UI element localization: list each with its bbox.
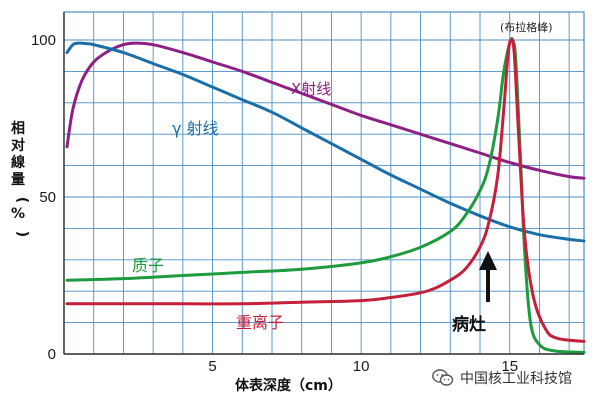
series-line [65, 41, 586, 180]
x-tick-label: 5 [208, 358, 216, 375]
annotation-label: X射线 [291, 80, 331, 98]
y-tick-label: 0 [48, 346, 56, 363]
x-tick-label: 15 [501, 358, 518, 375]
series-line [65, 36, 586, 354]
y-axis-title-char: ) [14, 231, 30, 237]
x-tick-label: 10 [353, 358, 370, 375]
series-line [65, 41, 586, 243]
y-axis-title-char: 对 [11, 137, 25, 154]
y-axis-title-char: 線 [11, 154, 25, 171]
y-axis-title-char: ( [14, 197, 30, 203]
y-axis-title-char: 相 [11, 120, 25, 137]
annotation-label: 病灶 [452, 314, 486, 335]
watermark: 中国核工业科技馆 [432, 368, 572, 388]
annotation-label: γ 射线 [172, 119, 219, 138]
annotation-label: 质子 [132, 256, 164, 275]
watermark-text: 中国核工业科技馆 [460, 371, 572, 387]
wechat-icon [432, 369, 454, 386]
axes [63, 12, 584, 355]
lesion-arrow-head [479, 251, 497, 270]
x-axis-title: 体表深度（cm） [235, 377, 342, 394]
annotation-label: 重离子 [236, 313, 284, 332]
series-lines [65, 36, 586, 354]
y-tick-label: 100 [31, 32, 56, 49]
y-axis-title-char: 量 [11, 172, 25, 188]
y-tick-label: 50 [39, 189, 56, 206]
grid [63, 11, 585, 355]
series-line [65, 38, 586, 343]
y-axis-title-char: % [11, 206, 25, 222]
tick-labels: 5 10 15 0 50 100 [31, 32, 518, 375]
annotation-label: (布拉格峰) [500, 20, 553, 34]
